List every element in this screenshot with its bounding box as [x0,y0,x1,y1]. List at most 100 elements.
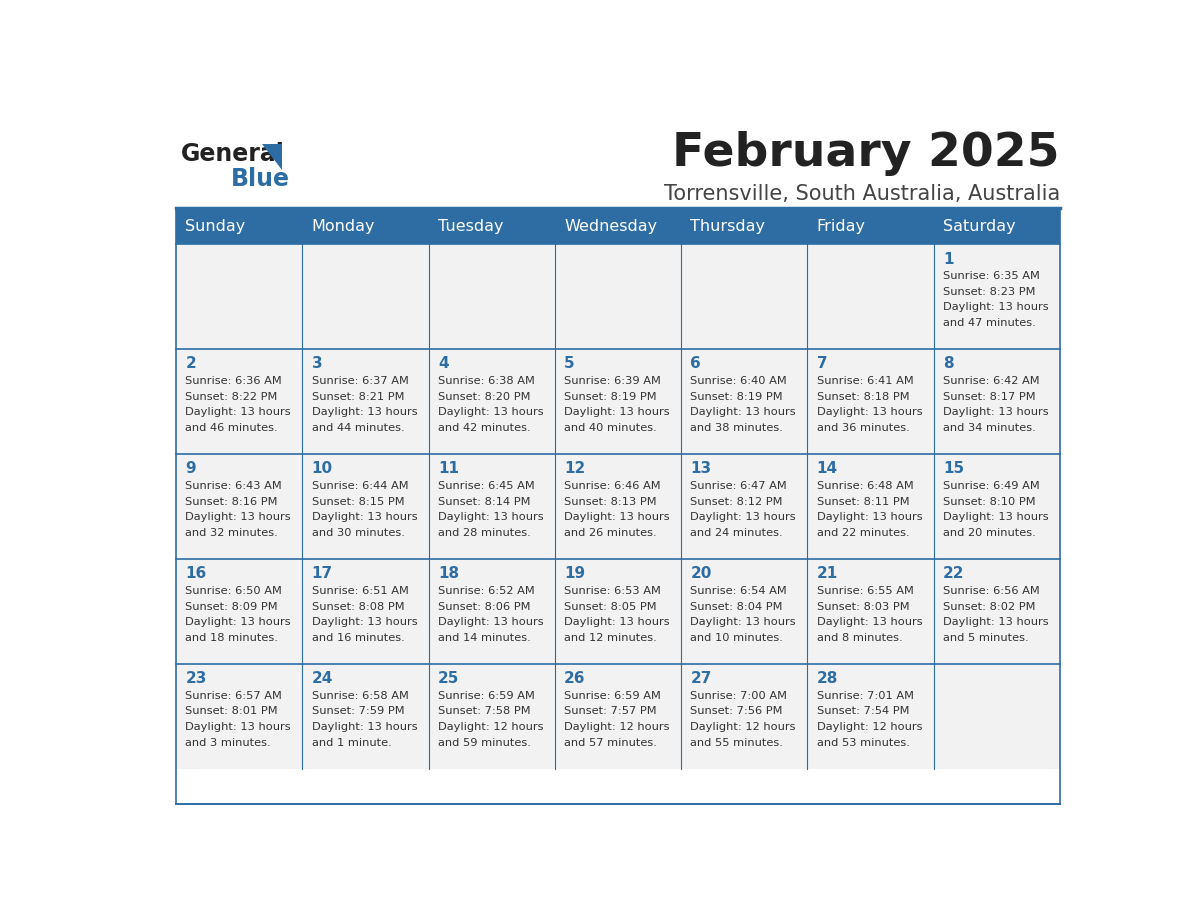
Text: Sunset: 8:13 PM: Sunset: 8:13 PM [564,497,657,507]
Text: Sunrise: 6:46 AM: Sunrise: 6:46 AM [564,481,661,491]
Text: 11: 11 [438,462,459,476]
Text: and 53 minutes.: and 53 minutes. [816,737,910,747]
Text: 22: 22 [943,566,965,581]
Text: Daylight: 13 hours: Daylight: 13 hours [690,408,796,418]
Text: Daylight: 13 hours: Daylight: 13 hours [943,512,1049,522]
Text: and 22 minutes.: and 22 minutes. [816,528,909,538]
Text: Sunset: 8:23 PM: Sunset: 8:23 PM [943,286,1036,297]
Text: Sunset: 8:22 PM: Sunset: 8:22 PM [185,392,278,402]
Text: Sunset: 8:04 PM: Sunset: 8:04 PM [690,601,783,611]
Text: Sunset: 7:56 PM: Sunset: 7:56 PM [690,707,783,716]
FancyBboxPatch shape [555,454,681,559]
FancyBboxPatch shape [555,664,681,769]
Text: Sunrise: 6:55 AM: Sunrise: 6:55 AM [816,586,914,596]
FancyBboxPatch shape [555,209,681,244]
Text: Daylight: 12 hours: Daylight: 12 hours [690,722,796,732]
Text: Sunrise: 6:50 AM: Sunrise: 6:50 AM [185,586,283,596]
Text: Sunrise: 6:53 AM: Sunrise: 6:53 AM [564,586,661,596]
Text: Sunrise: 6:44 AM: Sunrise: 6:44 AM [311,481,409,491]
Text: 17: 17 [311,566,333,581]
Text: Sunset: 7:58 PM: Sunset: 7:58 PM [438,707,531,716]
FancyBboxPatch shape [176,244,303,350]
Text: Sunrise: 6:49 AM: Sunrise: 6:49 AM [943,481,1040,491]
Text: Daylight: 13 hours: Daylight: 13 hours [438,617,543,627]
Text: Daylight: 13 hours: Daylight: 13 hours [816,617,922,627]
FancyBboxPatch shape [934,454,1060,559]
Text: 18: 18 [438,566,459,581]
FancyBboxPatch shape [681,559,808,664]
Text: Daylight: 13 hours: Daylight: 13 hours [438,408,543,418]
Text: and 16 minutes.: and 16 minutes. [311,633,404,643]
Text: and 10 minutes.: and 10 minutes. [690,633,783,643]
Text: Sunset: 8:03 PM: Sunset: 8:03 PM [816,601,909,611]
Text: and 8 minutes.: and 8 minutes. [816,633,903,643]
Text: Daylight: 13 hours: Daylight: 13 hours [438,512,543,522]
Text: Daylight: 13 hours: Daylight: 13 hours [943,302,1049,312]
FancyBboxPatch shape [176,664,303,769]
FancyBboxPatch shape [808,209,934,244]
Text: 26: 26 [564,671,586,686]
FancyBboxPatch shape [555,559,681,664]
Text: and 3 minutes.: and 3 minutes. [185,737,271,747]
Text: Sunrise: 6:38 AM: Sunrise: 6:38 AM [438,376,535,386]
Text: 4: 4 [438,356,449,372]
Text: Daylight: 13 hours: Daylight: 13 hours [185,512,291,522]
FancyBboxPatch shape [681,454,808,559]
Text: Sunset: 7:57 PM: Sunset: 7:57 PM [564,707,657,716]
FancyBboxPatch shape [934,209,1060,244]
Text: Sunrise: 6:35 AM: Sunrise: 6:35 AM [943,272,1040,281]
Text: Sunset: 8:02 PM: Sunset: 8:02 PM [943,601,1036,611]
Text: and 57 minutes.: and 57 minutes. [564,737,657,747]
Text: 6: 6 [690,356,701,372]
Text: 3: 3 [311,356,322,372]
Text: and 47 minutes.: and 47 minutes. [943,318,1036,328]
Text: 5: 5 [564,356,575,372]
Text: and 12 minutes.: and 12 minutes. [564,633,657,643]
Text: 15: 15 [943,462,963,476]
FancyBboxPatch shape [808,559,934,664]
Text: Daylight: 12 hours: Daylight: 12 hours [438,722,543,732]
Text: Sunset: 8:18 PM: Sunset: 8:18 PM [816,392,909,402]
Text: Daylight: 12 hours: Daylight: 12 hours [564,722,670,732]
Text: Sunrise: 6:45 AM: Sunrise: 6:45 AM [438,481,535,491]
Text: Daylight: 12 hours: Daylight: 12 hours [816,722,922,732]
Text: Sunset: 8:19 PM: Sunset: 8:19 PM [564,392,657,402]
FancyBboxPatch shape [429,244,555,350]
Text: Friday: Friday [816,219,866,234]
Text: Daylight: 13 hours: Daylight: 13 hours [564,617,670,627]
Text: Sunrise: 6:48 AM: Sunrise: 6:48 AM [816,481,914,491]
Text: February 2025: February 2025 [672,131,1060,176]
FancyBboxPatch shape [303,559,429,664]
Text: and 34 minutes.: and 34 minutes. [943,423,1036,433]
Text: Sunrise: 6:58 AM: Sunrise: 6:58 AM [311,691,409,701]
FancyBboxPatch shape [303,350,429,454]
Text: and 55 minutes.: and 55 minutes. [690,737,783,747]
FancyBboxPatch shape [681,209,808,244]
FancyBboxPatch shape [808,664,934,769]
Text: and 18 minutes.: and 18 minutes. [185,633,278,643]
Text: Sunrise: 6:52 AM: Sunrise: 6:52 AM [438,586,535,596]
Text: Sunset: 8:17 PM: Sunset: 8:17 PM [943,392,1036,402]
Text: and 5 minutes.: and 5 minutes. [943,633,1029,643]
Text: 16: 16 [185,566,207,581]
Text: Sunset: 8:14 PM: Sunset: 8:14 PM [438,497,530,507]
Text: and 59 minutes.: and 59 minutes. [438,737,531,747]
Text: 8: 8 [943,356,954,372]
Text: and 14 minutes.: and 14 minutes. [438,633,531,643]
FancyBboxPatch shape [303,209,429,244]
Text: Wednesday: Wednesday [564,219,657,234]
Text: Sunrise: 6:42 AM: Sunrise: 6:42 AM [943,376,1040,386]
Text: Saturday: Saturday [943,219,1016,234]
Text: Daylight: 13 hours: Daylight: 13 hours [311,722,417,732]
FancyBboxPatch shape [429,350,555,454]
Text: Daylight: 13 hours: Daylight: 13 hours [311,512,417,522]
FancyBboxPatch shape [303,454,429,559]
Text: Sunset: 8:06 PM: Sunset: 8:06 PM [438,601,530,611]
Text: Torrensville, South Australia, Australia: Torrensville, South Australia, Australia [664,185,1060,205]
Text: Daylight: 13 hours: Daylight: 13 hours [311,617,417,627]
Text: and 46 minutes.: and 46 minutes. [185,423,278,433]
FancyBboxPatch shape [808,454,934,559]
Text: Monday: Monday [311,219,375,234]
Text: Sunrise: 7:01 AM: Sunrise: 7:01 AM [816,691,914,701]
Text: and 42 minutes.: and 42 minutes. [438,423,531,433]
